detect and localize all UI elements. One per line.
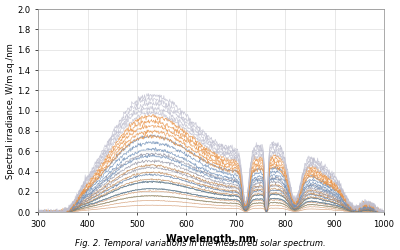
Text: Fig. 2. Temporal variations in the measured solar spectrum.: Fig. 2. Temporal variations in the measu… (75, 238, 325, 248)
X-axis label: Wavelength, nm: Wavelength, nm (166, 234, 256, 244)
Y-axis label: Spectral irradiance, W/m sq./nm: Spectral irradiance, W/m sq./nm (6, 43, 14, 178)
